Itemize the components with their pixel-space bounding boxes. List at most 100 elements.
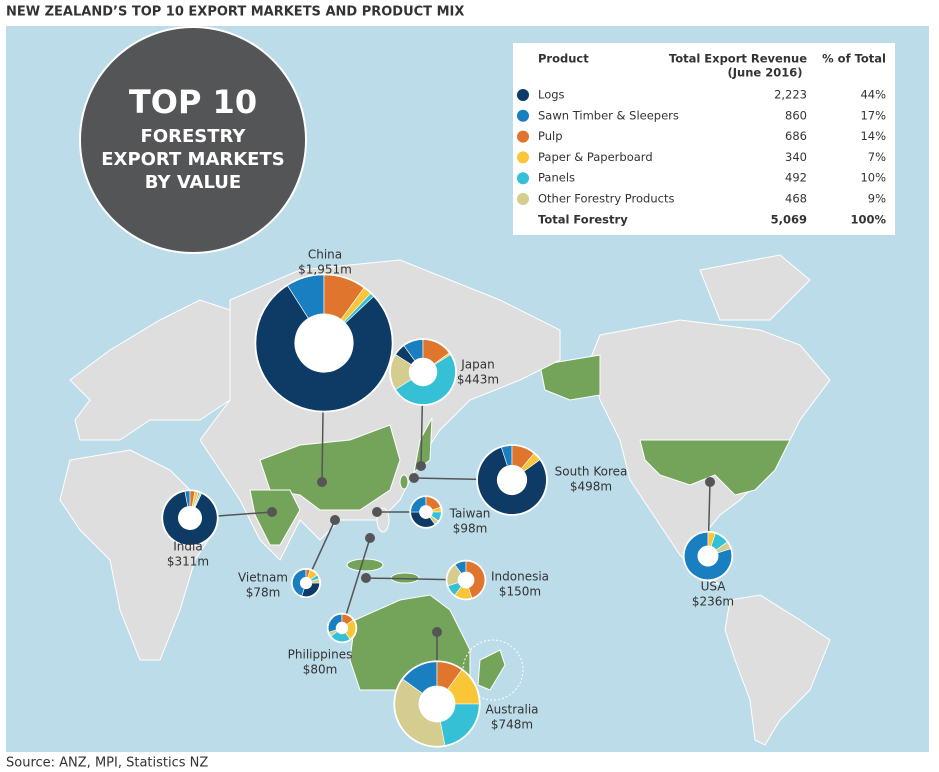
europe bbox=[69, 299, 241, 441]
indonesia-islands bbox=[346, 558, 384, 572]
new-zealand bbox=[477, 649, 506, 691]
revenue: 860 bbox=[785, 108, 807, 122]
taiwan-island bbox=[399, 474, 409, 490]
leader-dot bbox=[372, 507, 382, 517]
market-name: USA bbox=[701, 580, 727, 594]
share: 17% bbox=[860, 108, 886, 122]
donut-segment bbox=[193, 492, 202, 508]
revenue: 686 bbox=[785, 129, 807, 143]
market-value: $236m bbox=[692, 595, 734, 609]
market-name: Taiwan bbox=[449, 507, 491, 521]
badge-circle bbox=[79, 26, 307, 254]
share: 7% bbox=[868, 150, 886, 164]
market-name: China bbox=[308, 248, 342, 262]
market-value: $1,951m bbox=[298, 263, 352, 277]
market-name: India bbox=[173, 540, 202, 554]
leader-dot bbox=[416, 461, 426, 471]
total-cell: Total Forestry bbox=[538, 212, 628, 226]
legend-dot bbox=[517, 151, 529, 164]
product-name: Pulp bbox=[538, 129, 563, 143]
table-header: % of Total bbox=[822, 52, 886, 66]
source-note: Source: ANZ, MPI, Statistics NZ bbox=[6, 756, 208, 771]
badge: TOP 10 FORESTRY EXPORT MARKETS BY VALUE bbox=[79, 26, 307, 254]
leader-line bbox=[341, 537, 371, 629]
share: 9% bbox=[868, 192, 886, 206]
total-cell: 100% bbox=[850, 212, 886, 226]
market-name: Japan bbox=[460, 358, 494, 372]
leader-dot bbox=[409, 473, 419, 483]
greenland bbox=[699, 254, 811, 321]
market-name: Australia bbox=[485, 703, 538, 717]
product-name: Panels bbox=[538, 171, 575, 185]
leader-dot bbox=[267, 507, 277, 517]
badge-text: TOP 10 bbox=[129, 83, 257, 121]
donut-segment bbox=[477, 446, 547, 515]
donut-segment bbox=[255, 285, 393, 412]
markets: China$1,951m Japan$443m South Korea$498m In… bbox=[161, 248, 734, 748]
page-title: NEW ZEALAND’S TOP 10 EXPORT MARKETS AND … bbox=[6, 5, 464, 20]
badge-text: FORESTRY bbox=[141, 126, 247, 147]
leader-dot bbox=[432, 627, 442, 637]
market-value: $311m bbox=[167, 555, 209, 569]
donut-segment bbox=[390, 354, 412, 390]
legend-dot bbox=[517, 193, 529, 205]
table-header: Total Export Revenue bbox=[669, 52, 807, 66]
table-header: Product bbox=[538, 52, 589, 66]
nz-highlight bbox=[462, 639, 524, 701]
market-value: $748m bbox=[491, 718, 533, 732]
revenue: 2,223 bbox=[774, 88, 807, 102]
legend-dot bbox=[517, 130, 529, 143]
product-name: Logs bbox=[538, 88, 565, 102]
revenue: 340 bbox=[785, 150, 807, 164]
market-name: Vietnam bbox=[238, 571, 288, 585]
revenue: 492 bbox=[785, 171, 807, 185]
donut-segment bbox=[162, 490, 218, 546]
alaska bbox=[539, 354, 601, 401]
product-name: Paper & Paperboard bbox=[538, 150, 653, 164]
market-name: Philippines bbox=[288, 648, 353, 662]
market-value: $443m bbox=[457, 373, 499, 387]
market-value: $150m bbox=[499, 585, 541, 599]
donut-segment bbox=[429, 515, 439, 525]
market-value: $80m bbox=[303, 663, 338, 677]
donut-segment bbox=[465, 560, 486, 599]
table-header: (June 2016) bbox=[728, 66, 803, 80]
donut-segment bbox=[394, 678, 446, 747]
donut-segment bbox=[520, 453, 541, 472]
japan-islands bbox=[413, 417, 433, 474]
share: 14% bbox=[860, 129, 886, 143]
share: 10% bbox=[860, 171, 886, 185]
donut-segment bbox=[328, 629, 338, 637]
leader-dot bbox=[361, 573, 371, 583]
product-name: Other Forestry Products bbox=[538, 192, 674, 206]
product-name: Sawn Timber & Sleepers bbox=[538, 108, 679, 122]
leader-dot bbox=[317, 477, 327, 487]
leader-dot bbox=[365, 533, 375, 543]
revenue: 468 bbox=[785, 192, 807, 206]
legend-dot bbox=[517, 109, 529, 122]
legend-dot bbox=[517, 89, 529, 101]
donut-segment bbox=[715, 541, 731, 554]
badge-text: BY VALUE bbox=[145, 172, 241, 193]
donut-segment bbox=[311, 578, 320, 584]
donut-segment bbox=[684, 532, 732, 580]
legend-dot bbox=[517, 172, 529, 185]
market-value: $78m bbox=[246, 586, 281, 600]
market-name: South Korea bbox=[555, 465, 628, 479]
leader-dot bbox=[330, 515, 340, 525]
leader-dot bbox=[705, 477, 715, 487]
market-name: Indonesia bbox=[491, 570, 549, 584]
market-value: $498m bbox=[570, 480, 612, 494]
share: 44% bbox=[860, 88, 886, 102]
south-america bbox=[724, 594, 831, 746]
badge-text: EXPORT MARKETS bbox=[101, 149, 284, 170]
donut-segment bbox=[446, 564, 462, 587]
table-box bbox=[513, 43, 895, 235]
donut-segment bbox=[343, 292, 375, 324]
india bbox=[249, 489, 301, 546]
total-cell: 5,069 bbox=[771, 212, 807, 226]
usa bbox=[639, 439, 791, 496]
donut-segment bbox=[395, 354, 456, 405]
product-table: Product Total Export Revenue (June 2016)… bbox=[513, 43, 895, 235]
